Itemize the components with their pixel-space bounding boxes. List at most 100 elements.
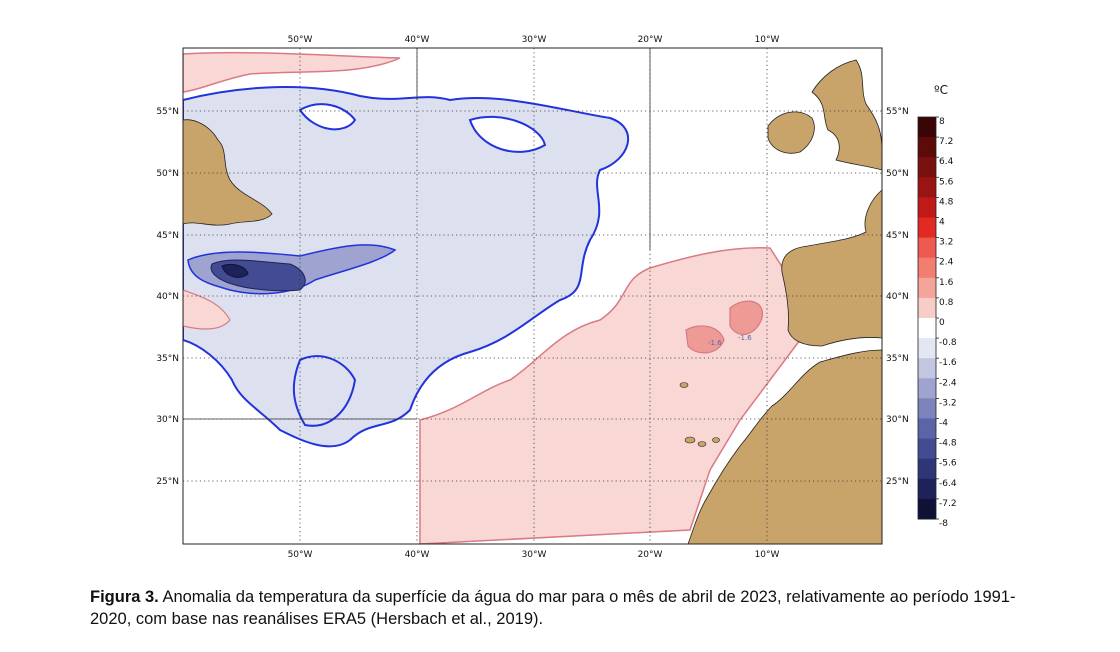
colorbar-label: 6.4 <box>939 157 954 167</box>
colorbar-swatch <box>918 378 936 399</box>
colorbar-swatch <box>918 257 936 279</box>
colorbar-label: -1.6 <box>939 358 957 368</box>
lon-label: 30°W <box>522 550 547 560</box>
colorbar: ºC 8 7.2 6.4 5.6 4.8 4 3.2 2.4 1.6 0.8 0 -0.8 -1.6 -2… <box>917 83 957 529</box>
lon-label: 20°W <box>638 550 663 560</box>
colorbar-label: 5.6 <box>939 177 954 187</box>
negative-anomaly-area <box>183 86 630 448</box>
colorbar-swatch <box>918 438 936 460</box>
colorbar-swatch <box>918 297 936 319</box>
colorbar-label: -2.4 <box>939 378 957 388</box>
positive-anomaly-area <box>419 246 811 544</box>
lon-label: 10°W <box>755 35 780 45</box>
colorbar-swatch <box>918 197 936 218</box>
lat-label: 55°N <box>886 107 909 117</box>
colorbar-swatch <box>918 137 936 158</box>
lat-labels-right: 55°N 50°N 45°N 40°N 35°N 30°N 25°N <box>886 107 909 487</box>
lat-label: 50°N <box>156 169 179 179</box>
colorbar-swatch <box>918 318 936 339</box>
colorbar-swatch <box>918 237 936 259</box>
colorbar-label: 0 <box>939 318 945 328</box>
lat-label: 55°N <box>156 107 179 117</box>
positive-anomaly-area <box>685 325 725 354</box>
strong-negative-core <box>221 263 249 278</box>
colorbar-swatch <box>918 217 936 239</box>
positive-anomaly-area <box>183 289 231 330</box>
gridlines-solid <box>183 48 651 420</box>
colorbar-label: -0.8 <box>939 338 957 348</box>
colorbar-swatch <box>918 398 936 419</box>
colorbar-label: -8 <box>939 519 948 529</box>
land-island <box>712 437 720 443</box>
colorbar-swatch <box>918 157 936 178</box>
colorbar-label: 2.4 <box>939 258 954 268</box>
lon-label: 40°W <box>405 35 430 45</box>
contour-label: -1.6 <box>738 334 752 342</box>
lat-label: 30°N <box>886 415 909 425</box>
negative-anomaly-area <box>292 355 357 427</box>
lon-label: 10°W <box>755 550 780 560</box>
lon-label: 20°W <box>638 35 663 45</box>
caption-text: Anomalia da temperatura da superfície da… <box>90 588 1016 628</box>
land-ireland <box>767 111 815 154</box>
sst-anomaly-map-figure: -1.6 -1.6 50°W 40°W 30°W 20°W 10°W 50°W … <box>156 35 957 560</box>
colorbar-swatch <box>918 458 936 480</box>
lon-label: 40°W <box>405 550 430 560</box>
lon-label: 50°W <box>288 35 313 45</box>
land-iberia <box>781 189 882 347</box>
colorbar-label: -4.8 <box>939 439 957 449</box>
colorbar-label: 7.2 <box>939 137 953 147</box>
colorbar-swatch <box>918 418 936 440</box>
colorbar-swatch <box>918 177 936 198</box>
land-island <box>697 441 707 447</box>
land-newfoundland <box>183 119 273 226</box>
colorbar-label: 4.8 <box>939 197 954 207</box>
negative-anomaly-area <box>298 103 357 131</box>
land-island <box>684 436 696 444</box>
lon-labels-top: 50°W 40°W 30°W 20°W 10°W <box>288 35 780 45</box>
colorbar-swatch <box>918 277 936 299</box>
lon-label: 30°W <box>522 35 547 45</box>
colorbar-swatch <box>918 338 936 359</box>
colorbar-unit: ºC <box>934 83 948 97</box>
positive-anomaly-area <box>729 300 763 335</box>
colorbar-label: 4 <box>939 218 945 228</box>
lat-label: 45°N <box>886 231 909 241</box>
colorbar-label: 8 <box>939 117 945 127</box>
lat-label: 50°N <box>886 169 909 179</box>
land-great-britain <box>811 59 882 171</box>
colorbar-swatch <box>918 358 936 379</box>
colorbar-label: -7.2 <box>939 499 957 509</box>
lat-label: 35°N <box>156 354 179 364</box>
lat-label: 45°N <box>156 231 179 241</box>
land-island <box>679 382 689 388</box>
colorbar-label: 0.8 <box>939 298 954 308</box>
lat-label: 30°N <box>156 415 179 425</box>
caption-label: Figura 3. <box>90 588 159 606</box>
lat-label: 25°N <box>886 477 909 487</box>
lat-labels-left: 55°N 50°N 45°N 40°N 35°N 30°N 25°N <box>156 107 179 487</box>
gridlines <box>183 48 882 544</box>
negative-anomaly-area <box>468 115 547 153</box>
colorbar-label: -4 <box>939 419 948 429</box>
colorbar-swatch <box>918 498 936 520</box>
colorbar-label: -6.4 <box>939 479 957 489</box>
positive-anomaly-area <box>183 51 401 93</box>
map-panel: -1.6 -1.6 <box>182 47 883 545</box>
colorbar-label: 1.6 <box>939 278 954 288</box>
lat-label: 40°N <box>156 292 179 302</box>
lon-labels-bottom: 50°W 40°W 30°W 20°W 10°W <box>288 550 780 560</box>
colorbar-label: 3.2 <box>939 238 953 248</box>
lat-label: 35°N <box>886 354 909 364</box>
lon-label: 50°W <box>288 550 313 560</box>
figure-caption: Figura 3. Anomalia da temperatura da sup… <box>90 586 1050 630</box>
land-africa <box>687 349 882 544</box>
colorbar-label: -5.6 <box>939 459 957 469</box>
colorbar-swatch <box>918 117 936 138</box>
lat-label: 25°N <box>156 477 179 487</box>
colorbar-swatch <box>918 478 936 500</box>
lat-label: 40°N <box>886 292 909 302</box>
colorbar-label: -3.2 <box>939 398 957 408</box>
map-frame <box>182 47 883 545</box>
contour-label: -1.6 <box>708 339 722 347</box>
